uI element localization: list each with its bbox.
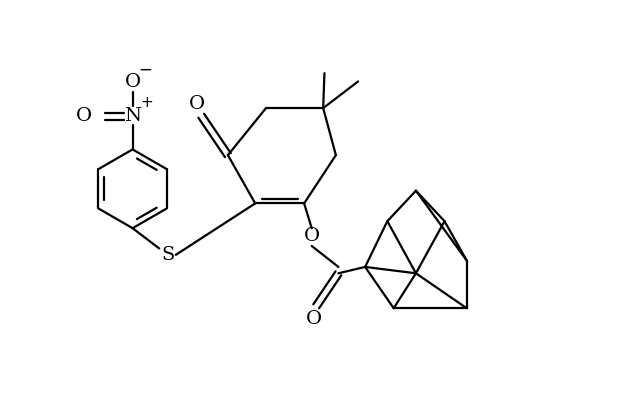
Text: O: O bbox=[189, 95, 205, 113]
Text: O: O bbox=[305, 310, 322, 328]
Text: S: S bbox=[161, 246, 174, 264]
Text: O: O bbox=[125, 73, 141, 91]
Text: +: + bbox=[140, 95, 153, 110]
Text: −: − bbox=[138, 60, 152, 78]
Text: O: O bbox=[303, 227, 320, 245]
Text: N: N bbox=[124, 107, 141, 125]
Text: O: O bbox=[76, 107, 92, 125]
